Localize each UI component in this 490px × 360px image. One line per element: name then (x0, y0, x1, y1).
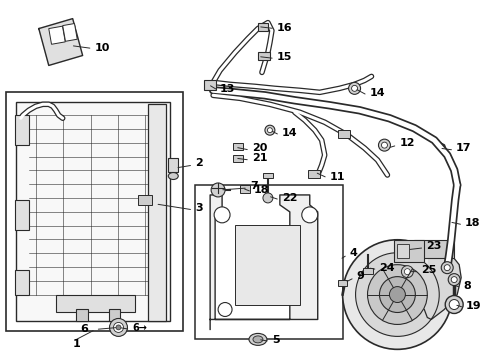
Bar (233, 155, 243, 162)
Bar (15, 270, 29, 294)
Text: 1: 1 (73, 339, 80, 349)
Bar (233, 143, 243, 150)
Circle shape (379, 276, 416, 312)
Bar (195, 185, 343, 339)
Bar (258, 23, 268, 31)
Circle shape (268, 128, 272, 133)
Ellipse shape (253, 336, 263, 343)
Text: 16: 16 (277, 23, 293, 33)
Circle shape (441, 262, 453, 274)
Text: 8: 8 (463, 280, 471, 291)
Bar (258, 53, 270, 60)
Bar (108, 310, 121, 321)
Circle shape (218, 302, 232, 316)
Bar (415, 240, 454, 258)
Text: 15: 15 (277, 53, 292, 63)
Text: 18: 18 (254, 185, 270, 195)
Bar (15, 200, 29, 230)
Text: 17: 17 (456, 143, 472, 153)
Text: 12: 12 (399, 138, 415, 148)
Circle shape (110, 319, 127, 336)
Bar (263, 173, 273, 178)
Bar (6, 92, 183, 332)
Bar (338, 130, 349, 138)
Circle shape (214, 207, 230, 223)
Bar (138, 195, 152, 205)
Circle shape (378, 139, 391, 151)
Circle shape (265, 125, 275, 135)
Bar (15, 115, 29, 145)
Text: 5: 5 (272, 336, 279, 345)
Text: 18: 18 (465, 218, 481, 228)
Circle shape (449, 300, 459, 310)
Bar (204, 80, 216, 90)
Bar (394, 240, 424, 262)
Text: 9: 9 (357, 271, 365, 281)
Text: 21: 21 (252, 153, 268, 163)
Text: 6: 6 (81, 324, 89, 334)
Bar (363, 268, 372, 274)
Circle shape (404, 269, 410, 275)
Circle shape (368, 265, 427, 324)
Bar (63, 23, 77, 41)
Polygon shape (210, 195, 318, 329)
Text: 10: 10 (95, 42, 110, 53)
Bar (240, 185, 250, 193)
Bar (56, 294, 135, 312)
Circle shape (352, 85, 358, 91)
Text: 14: 14 (369, 88, 385, 98)
Circle shape (401, 266, 414, 278)
Text: 20: 20 (252, 143, 268, 153)
Text: 13: 13 (220, 84, 236, 94)
Bar (168, 158, 178, 172)
Circle shape (116, 325, 121, 330)
Circle shape (448, 274, 460, 285)
Text: 3: 3 (195, 203, 203, 213)
Text: 4: 4 (349, 248, 358, 258)
Circle shape (382, 142, 388, 148)
Circle shape (445, 296, 463, 314)
Circle shape (343, 240, 452, 349)
Bar (308, 170, 319, 178)
Text: 19: 19 (466, 301, 482, 311)
Circle shape (444, 265, 450, 271)
Bar (16, 102, 171, 321)
Bar (49, 26, 65, 44)
Circle shape (263, 193, 273, 203)
Text: 24: 24 (379, 263, 395, 273)
Bar (235, 225, 300, 305)
Bar (148, 104, 166, 321)
Circle shape (114, 323, 123, 332)
Bar (338, 280, 346, 285)
Circle shape (390, 287, 405, 302)
Circle shape (302, 207, 318, 223)
Text: 11: 11 (330, 172, 345, 182)
Text: 25: 25 (421, 265, 437, 275)
Text: 23: 23 (426, 241, 441, 251)
Circle shape (356, 253, 439, 336)
Text: 6→: 6→ (132, 323, 147, 333)
Polygon shape (39, 19, 83, 66)
Text: 22: 22 (282, 193, 297, 203)
Bar (75, 310, 88, 321)
Circle shape (451, 276, 457, 283)
Bar (397, 244, 409, 258)
Polygon shape (424, 255, 461, 319)
Ellipse shape (168, 172, 178, 180)
Circle shape (348, 82, 361, 94)
Text: 14: 14 (282, 128, 297, 138)
Text: 7: 7 (250, 181, 258, 191)
Circle shape (211, 183, 225, 197)
Ellipse shape (249, 333, 267, 345)
Text: 2: 2 (195, 158, 203, 168)
